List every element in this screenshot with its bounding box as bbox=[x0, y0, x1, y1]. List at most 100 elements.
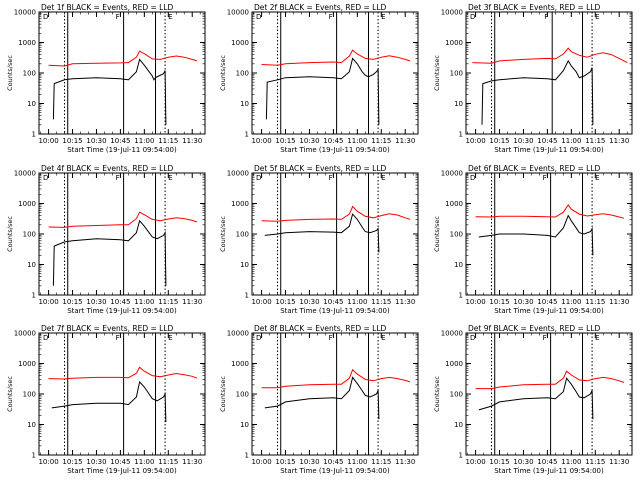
y-tick-label: 10000 bbox=[441, 330, 463, 338]
panel-title: Det 7f BLACK = Events, RED = LLD bbox=[41, 324, 174, 333]
x-tick-label: 10:30 bbox=[299, 298, 319, 306]
y-tick-label: 1 bbox=[245, 131, 249, 139]
y-tick-label: 10 bbox=[240, 261, 249, 269]
interval-marker-e: E bbox=[595, 334, 599, 342]
x-tick-label: 10:30 bbox=[86, 137, 106, 145]
x-tick-label: 10:15 bbox=[489, 298, 509, 306]
y-tick-label: 1000 bbox=[445, 39, 463, 47]
x-tick-label: 10:45 bbox=[537, 137, 557, 145]
interval-marker-f: F bbox=[329, 174, 333, 182]
panel-det-5f: 1 10 100 1000 10000 10:00 10:15 10:30 10:45 11:00… bbox=[219, 164, 419, 315]
interval-marker-d: D bbox=[256, 13, 261, 21]
events-series-black bbox=[478, 214, 594, 256]
y-tick-label: 10 bbox=[27, 421, 36, 429]
interval-marker-d: D bbox=[470, 13, 475, 21]
x-tick-label: 10:00 bbox=[465, 298, 485, 306]
y-tick-label: 10000 bbox=[14, 9, 36, 17]
panel-det-6f: 1 10 100 1000 10000 10:00 10:15 10:30 10:45 11:00… bbox=[433, 164, 633, 315]
x-tick-label: 11:00 bbox=[347, 298, 367, 306]
x-tick-label: 10:15 bbox=[489, 137, 509, 145]
x-tick-label: 11:30 bbox=[609, 137, 629, 145]
x-tick-label: 11:15 bbox=[158, 298, 178, 306]
x-tick-label: 10:00 bbox=[465, 137, 485, 145]
plot-frame bbox=[465, 332, 633, 456]
y-axis-label: Counts/sec bbox=[219, 216, 227, 252]
y-tick-label: 100 bbox=[450, 391, 463, 399]
x-tick-label: 11:15 bbox=[371, 298, 391, 306]
y-axis-label: Counts/sec bbox=[219, 376, 227, 412]
interval-marker-d: D bbox=[43, 174, 48, 182]
panel-det-3f: 1 10 100 1000 10000 10:00 10:15 10:30 10:45 11:00… bbox=[433, 3, 633, 154]
x-tick-label: 11:15 bbox=[158, 137, 178, 145]
x-tick-label: 10:15 bbox=[275, 298, 295, 306]
y-tick-label: 100 bbox=[23, 231, 36, 239]
panel-title: Det 6f BLACK = Events, RED = LLD bbox=[468, 164, 601, 173]
x-tick-label: 11:30 bbox=[182, 298, 202, 306]
x-tick-label: 10:30 bbox=[513, 137, 533, 145]
y-tick-label: 10 bbox=[240, 100, 249, 108]
y-tick-label: 10000 bbox=[441, 170, 463, 178]
lld-series-red bbox=[48, 50, 198, 67]
y-axis-label: Counts/sec bbox=[6, 376, 14, 412]
panel-det-2f: 1 10 100 1000 10000 10:00 10:15 10:30 10:45 11:00… bbox=[219, 3, 419, 154]
y-tick-label: 10000 bbox=[441, 9, 463, 17]
y-axis-label: Counts/sec bbox=[433, 55, 441, 91]
y-tick-label: 10000 bbox=[227, 330, 249, 338]
x-tick-label: 10:00 bbox=[38, 298, 58, 306]
events-series-black bbox=[52, 58, 167, 125]
x-axis-label: Start Time (19-Jul-11 09:54:00) bbox=[494, 467, 604, 475]
lld-series-red bbox=[261, 49, 411, 66]
x-tick-label: 11:30 bbox=[395, 137, 415, 145]
plot-frame bbox=[38, 332, 206, 456]
interval-marker-e: E bbox=[595, 13, 599, 21]
x-axis-label: Start Time (19-Jul-11 09:54:00) bbox=[67, 146, 177, 154]
x-tick-label: 10:30 bbox=[86, 298, 106, 306]
x-tick-label: 11:30 bbox=[609, 458, 629, 466]
lld-series-red bbox=[475, 204, 625, 219]
panel-det-7f: 1 10 100 1000 10000 10:00 10:15 10:30 10:45 11:00… bbox=[6, 324, 206, 475]
plot-frame bbox=[38, 172, 206, 296]
y-tick-label: 1000 bbox=[18, 360, 36, 368]
y-tick-label: 1000 bbox=[445, 200, 463, 208]
x-tick-label: 10:00 bbox=[251, 298, 271, 306]
x-tick-label: 10:15 bbox=[62, 298, 82, 306]
y-tick-label: 10000 bbox=[14, 170, 36, 178]
y-tick-label: 1000 bbox=[231, 39, 249, 47]
x-tick-label: 11:00 bbox=[134, 458, 154, 466]
x-tick-label: 10:45 bbox=[537, 298, 557, 306]
x-tick-label: 11:00 bbox=[561, 458, 581, 466]
x-tick-label: 11:30 bbox=[395, 458, 415, 466]
y-tick-label: 10 bbox=[240, 421, 249, 429]
x-tick-label: 10:00 bbox=[465, 458, 485, 466]
y-tick-label: 1 bbox=[32, 452, 36, 460]
panel-title: Det 2f BLACK = Events, RED = LLD bbox=[254, 3, 387, 12]
x-tick-label: 10:00 bbox=[251, 458, 271, 466]
interval-marker-e: E bbox=[168, 174, 172, 182]
x-tick-label: 10:30 bbox=[513, 298, 533, 306]
lld-series-red bbox=[261, 368, 411, 389]
interval-marker-f: F bbox=[116, 334, 120, 342]
interval-marker-d: D bbox=[43, 13, 48, 21]
x-tick-label: 10:45 bbox=[110, 137, 130, 145]
panel-det-8f: 1 10 100 1000 10000 10:00 10:15 10:30 10:45 11:00… bbox=[219, 324, 419, 475]
y-tick-label: 10 bbox=[454, 421, 463, 429]
x-tick-label: 10:00 bbox=[38, 137, 58, 145]
panel-title: Det 3f BLACK = Events, RED = LLD bbox=[468, 3, 601, 12]
x-tick-label: 11:00 bbox=[134, 137, 154, 145]
y-tick-label: 10000 bbox=[14, 330, 36, 338]
interval-marker-e: E bbox=[381, 174, 385, 182]
interval-marker-d: D bbox=[470, 334, 475, 342]
x-tick-label: 11:00 bbox=[561, 298, 581, 306]
interval-marker-d: D bbox=[43, 334, 48, 342]
y-axis-label: Counts/sec bbox=[6, 216, 14, 252]
panel-title: Det 5f BLACK = Events, RED = LLD bbox=[254, 164, 387, 173]
x-tick-label: 11:30 bbox=[609, 298, 629, 306]
lld-series-red bbox=[261, 205, 411, 222]
x-tick-label: 11:15 bbox=[158, 458, 178, 466]
y-tick-label: 1 bbox=[32, 292, 36, 300]
events-series-black bbox=[51, 380, 167, 423]
interval-marker-e: E bbox=[381, 334, 385, 342]
x-tick-label: 10:45 bbox=[537, 458, 557, 466]
x-tick-label: 11:00 bbox=[347, 137, 367, 145]
